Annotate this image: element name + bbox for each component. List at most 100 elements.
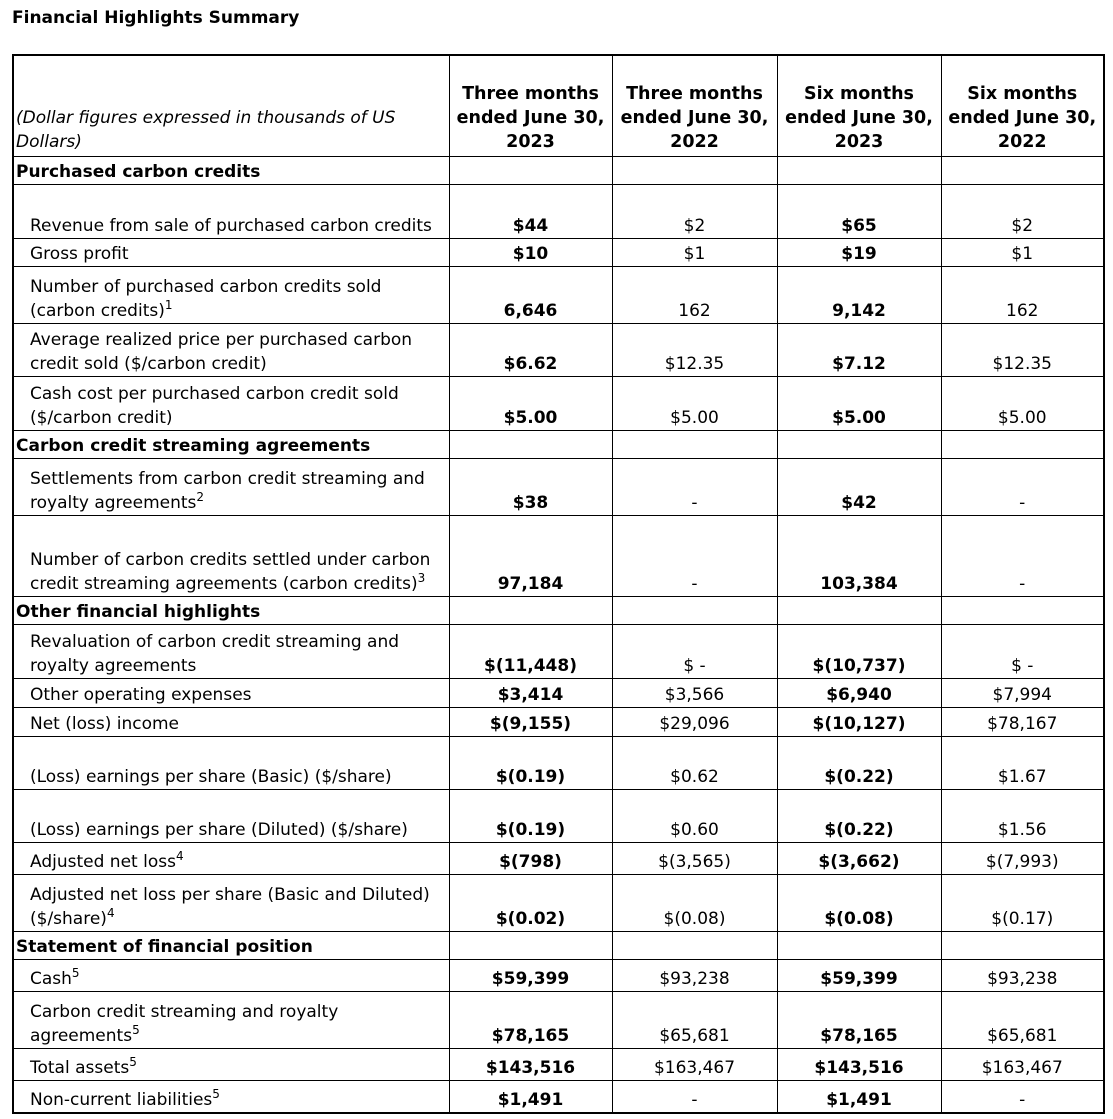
value-cell: $3,566 (611, 677, 778, 708)
value-cell: $(11,448) (448, 623, 613, 679)
value-cell: $1.67 (940, 735, 1105, 790)
empty-cell (776, 930, 942, 960)
value-cell: 162 (611, 265, 778, 324)
column-header: Three months ended June 30, 2023 (448, 54, 613, 157)
value-cell: - (940, 1079, 1105, 1114)
title: Financial Highlights Summary (12, 8, 300, 28)
label-text: Adjusted net loss (30, 851, 176, 872)
column-header: Three months ended June 30, 2022 (611, 54, 778, 157)
value-cell: $(798) (448, 841, 613, 875)
data-row: (Loss) earnings per share (Basic) ($/sha… (12, 735, 1105, 790)
section-row: Purchased carbon credits (12, 155, 1105, 185)
value-cell: $12.35 (611, 322, 778, 377)
footnote-ref: 2 (196, 489, 205, 504)
data-row: Adjusted net loss4 $(798) $(3,565) $(3,662)… (12, 841, 1105, 875)
label-text: Number of carbon credits settled under c… (30, 549, 431, 594)
data-row: Number of purchased carbon credits sold … (12, 265, 1105, 324)
value-cell: $12.35 (940, 322, 1105, 377)
value-cell: $(9,155) (448, 706, 613, 737)
value-cell: $(0.08) (776, 873, 942, 932)
row-label: Cash5 (12, 958, 450, 992)
value-cell: 103,384 (776, 514, 942, 597)
empty-cell (611, 155, 778, 185)
row-label: Net (loss) income (12, 706, 450, 737)
empty-cell (940, 155, 1105, 185)
data-row: Other operating expenses $3,414 $3,566 $6,9… (12, 677, 1105, 708)
value-cell: $(7,993) (940, 841, 1105, 875)
label-text: Cash cost per purchased carbon credit so… (30, 383, 399, 428)
label-text: Non-current liabilities (30, 1090, 213, 1110)
value-cell: $6.62 (448, 322, 613, 377)
value-cell: - (611, 1079, 778, 1114)
value-cell: $5.00 (448, 375, 613, 431)
row-label: Carbon credit streaming and royalty agre… (12, 990, 450, 1049)
row-label: Adjusted net loss per share (Basic and D… (12, 873, 450, 932)
value-cell: $(10,127) (776, 706, 942, 737)
value-cell: $5.00 (940, 375, 1105, 431)
value-cell: - (611, 514, 778, 597)
column-header: Six months ended June 30, 2023 (776, 54, 942, 157)
value-cell: $93,238 (940, 958, 1105, 992)
section-row: Statement of financial position (12, 930, 1105, 960)
footnote-ref: 5 (212, 1087, 220, 1101)
value-cell: 97,184 (448, 514, 613, 597)
section-title: Statement of financial position (12, 930, 450, 960)
empty-cell (776, 595, 942, 625)
data-row: Total assets5 $143,516 $163,467 $143,516 $16… (12, 1047, 1105, 1081)
label-text: Carbon credit streaming and royalty agre… (30, 1001, 339, 1046)
value-cell: $0.60 (611, 788, 778, 843)
empty-cell (448, 930, 613, 960)
value-cell: $93,238 (611, 958, 778, 992)
value-cell: $44 (448, 183, 613, 239)
value-cell: $(0.22) (776, 735, 942, 790)
value-cell: $65 (776, 183, 942, 239)
footnote-ref: 4 (106, 905, 115, 920)
label-text: Adjusted net loss per share (Basic and D… (30, 884, 430, 929)
value-cell: - (611, 457, 778, 516)
data-row: Revaluation of carbon credit streaming a… (12, 623, 1105, 679)
row-label: Average realized price per purchased car… (12, 322, 450, 377)
empty-cell (448, 595, 613, 625)
row-label: Non-current liabilities5 (12, 1079, 450, 1114)
value-cell: $10 (448, 237, 613, 267)
label-text: Number of purchased carbon credits sold … (30, 276, 382, 321)
section-row: Carbon credit streaming agreements (12, 429, 1105, 459)
value-cell: $38 (448, 457, 613, 516)
data-row: Cash5 $59,399 $93,238 $59,399 $93,238 (12, 958, 1105, 992)
empty-cell (940, 930, 1105, 960)
empty-cell (611, 930, 778, 960)
label-text: Net (loss) income (30, 713, 180, 734)
value-cell: 6,646 (448, 265, 613, 324)
row-label: Cash cost per purchased carbon credit so… (12, 375, 450, 431)
data-row: Average realized price per purchased car… (12, 322, 1105, 377)
row-label: Number of carbon credits settled under c… (12, 514, 450, 597)
row-label: Total assets5 (12, 1047, 450, 1081)
value-cell: $5.00 (611, 375, 778, 431)
label-text: Gross profit (30, 243, 129, 264)
value-cell: $1 (940, 237, 1105, 267)
value-cell: $163,467 (940, 1047, 1105, 1081)
empty-cell (940, 595, 1105, 625)
data-row: (Loss) earnings per share (Diluted) ($/s… (12, 788, 1105, 843)
section-title: Other financial highlights (12, 595, 450, 625)
empty-cell (940, 429, 1105, 459)
value-cell: $5.00 (776, 375, 942, 431)
data-row: Gross profit $10 $1 $19 $1 (12, 237, 1105, 267)
value-cell: $(0.19) (448, 788, 613, 843)
value-cell: $59,399 (776, 958, 942, 992)
header-note: (Dollar figures expressed in thousands o… (12, 54, 450, 157)
value-cell: - (940, 457, 1105, 516)
empty-cell (776, 155, 942, 185)
data-row: Cash cost per purchased carbon credit so… (12, 375, 1105, 431)
row-label: Other operating expenses (12, 677, 450, 708)
value-cell: $19 (776, 237, 942, 267)
value-cell: $143,516 (448, 1047, 613, 1081)
data-row: Number of carbon credits settled under c… (12, 514, 1105, 597)
value-cell: $2 (611, 183, 778, 239)
value-cell: $0.62 (611, 735, 778, 790)
footnote-ref: 5 (132, 1022, 140, 1037)
row-label: Adjusted net loss4 (12, 841, 450, 875)
data-row: Revenue from sale of purchased carbon cr… (12, 183, 1105, 239)
value-cell: $143,516 (776, 1047, 942, 1081)
value-cell: $2 (940, 183, 1105, 239)
